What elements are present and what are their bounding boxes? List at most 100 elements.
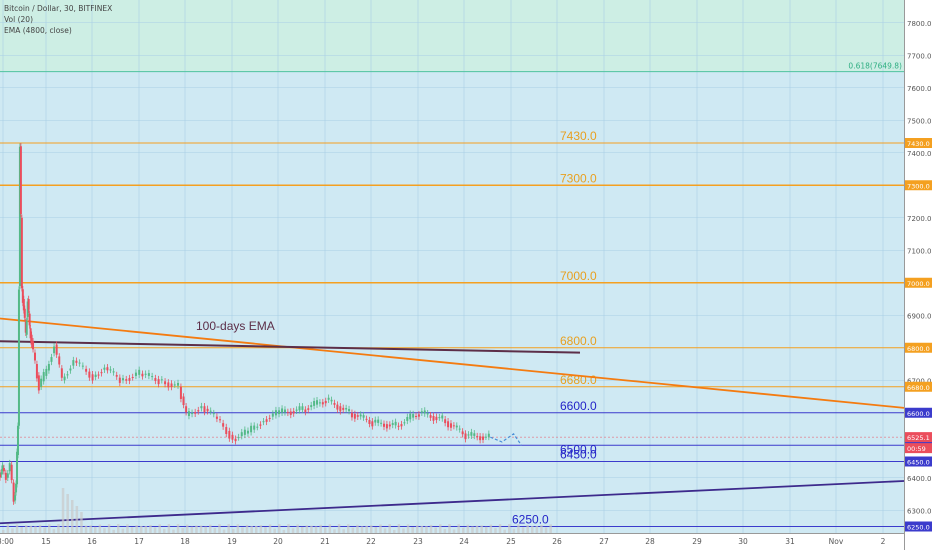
candle-body [173, 384, 176, 386]
candle-body [423, 410, 426, 414]
candle-body [72, 360, 75, 366]
volume-bar [11, 528, 14, 533]
volume-bar [213, 528, 217, 533]
candle-body [444, 419, 447, 424]
y-tick-label: 7600.0 [907, 85, 932, 93]
y-tick-label: 7700.0 [907, 52, 932, 60]
volume-bar [38, 524, 42, 533]
level-label-6250: 6250.0 [512, 513, 549, 527]
candle-body [10, 464, 13, 481]
volume-bar [370, 525, 373, 533]
candle-body [318, 402, 321, 404]
candle-body [234, 438, 237, 442]
volume-bar [544, 527, 548, 533]
candle-body [215, 416, 218, 419]
volume-bar [498, 524, 502, 533]
candle-body [476, 436, 479, 438]
candle-body [125, 379, 128, 381]
candle-body [25, 320, 28, 335]
symbol-title[interactable]: Bitcoin / Dollar, 30, BITFINEX [4, 4, 113, 13]
x-tick-label: 2 [881, 537, 886, 546]
volume-bar [135, 525, 138, 533]
volume-bar [356, 524, 359, 533]
chart-legend: Bitcoin / Dollar, 30, BITFINEX Vol (20) … [4, 3, 112, 36]
candle-body [447, 421, 450, 428]
volume-bar [475, 525, 479, 533]
level-label-6600: 6600.0 [560, 399, 597, 413]
candle-body [40, 378, 43, 387]
volume-bar [347, 524, 350, 533]
candle-body [304, 409, 307, 413]
volume-bar [167, 524, 171, 533]
volume-bar [393, 529, 396, 533]
volume-bar [20, 527, 23, 533]
current-price-tag [905, 432, 932, 443]
x-tick-label: 28 [645, 537, 655, 546]
volume-bar [43, 527, 46, 533]
projection-path[interactable] [490, 433, 522, 446]
candle-body [30, 334, 33, 345]
level-label-6450: 6450.0 [560, 448, 597, 462]
candle-body [409, 413, 412, 420]
candle-body [94, 374, 97, 377]
y-tick-label: 7800.0 [907, 20, 932, 28]
candle-body [109, 369, 112, 371]
candle-body [289, 411, 292, 415]
volume-bar [462, 527, 465, 533]
candle-body [295, 409, 298, 411]
candle-body [435, 416, 438, 421]
candle-body [283, 409, 286, 413]
candle-body [403, 422, 406, 424]
candle-body [313, 401, 316, 406]
candle-body [406, 416, 409, 421]
candle-body [449, 423, 452, 428]
candle-body [69, 368, 72, 371]
candle-body [55, 344, 58, 355]
candle-body [262, 421, 265, 423]
candle-body [209, 410, 212, 412]
candle-body [19, 146, 22, 215]
candle-body [12, 482, 15, 502]
volume-bar [278, 524, 281, 533]
ema-indicator-label[interactable]: EMA (4800, close) [4, 26, 72, 35]
level-label-7430: 7430.0 [560, 129, 597, 143]
volume-bar [112, 529, 115, 533]
candle-body [81, 365, 84, 367]
volume-bar [287, 524, 290, 533]
volume-bar [66, 494, 69, 533]
candle-body [179, 386, 182, 399]
candle-body [75, 360, 78, 363]
ema-line[interactable] [0, 340, 581, 354]
candle-body [342, 407, 345, 410]
axis-tag-6800 [905, 342, 932, 353]
candle-body [185, 406, 188, 413]
volume-bar [25, 525, 28, 533]
candle-body [253, 425, 256, 430]
x-tick-label: 18 [180, 537, 190, 546]
candle-body [2, 468, 5, 472]
volume-bar [158, 524, 161, 533]
level-label-6800: 6800.0 [560, 334, 597, 348]
candle-body [182, 396, 185, 406]
volume-bar [29, 525, 33, 533]
trendline-lower[interactable] [0, 480, 905, 525]
candle-body [8, 463, 11, 472]
volume-bar [305, 525, 309, 533]
candle-body [432, 416, 435, 421]
trendline-upper[interactable] [0, 317, 905, 409]
candle-body [14, 495, 17, 501]
upper-band-background [0, 0, 904, 72]
candle-body [278, 410, 281, 415]
current-price-text: 6525.1 [907, 434, 930, 442]
candle-body [144, 373, 147, 375]
vol-indicator-label[interactable]: Vol (20) [4, 15, 34, 24]
candle-body [154, 378, 157, 381]
candle-body [42, 372, 45, 382]
axis-tag-7430 [905, 138, 932, 148]
volume-bar [383, 528, 387, 533]
candle-body [250, 425, 253, 433]
y-tick-label: 6700.0 [907, 377, 932, 385]
candle-body [197, 410, 200, 412]
candle-body [256, 426, 259, 428]
